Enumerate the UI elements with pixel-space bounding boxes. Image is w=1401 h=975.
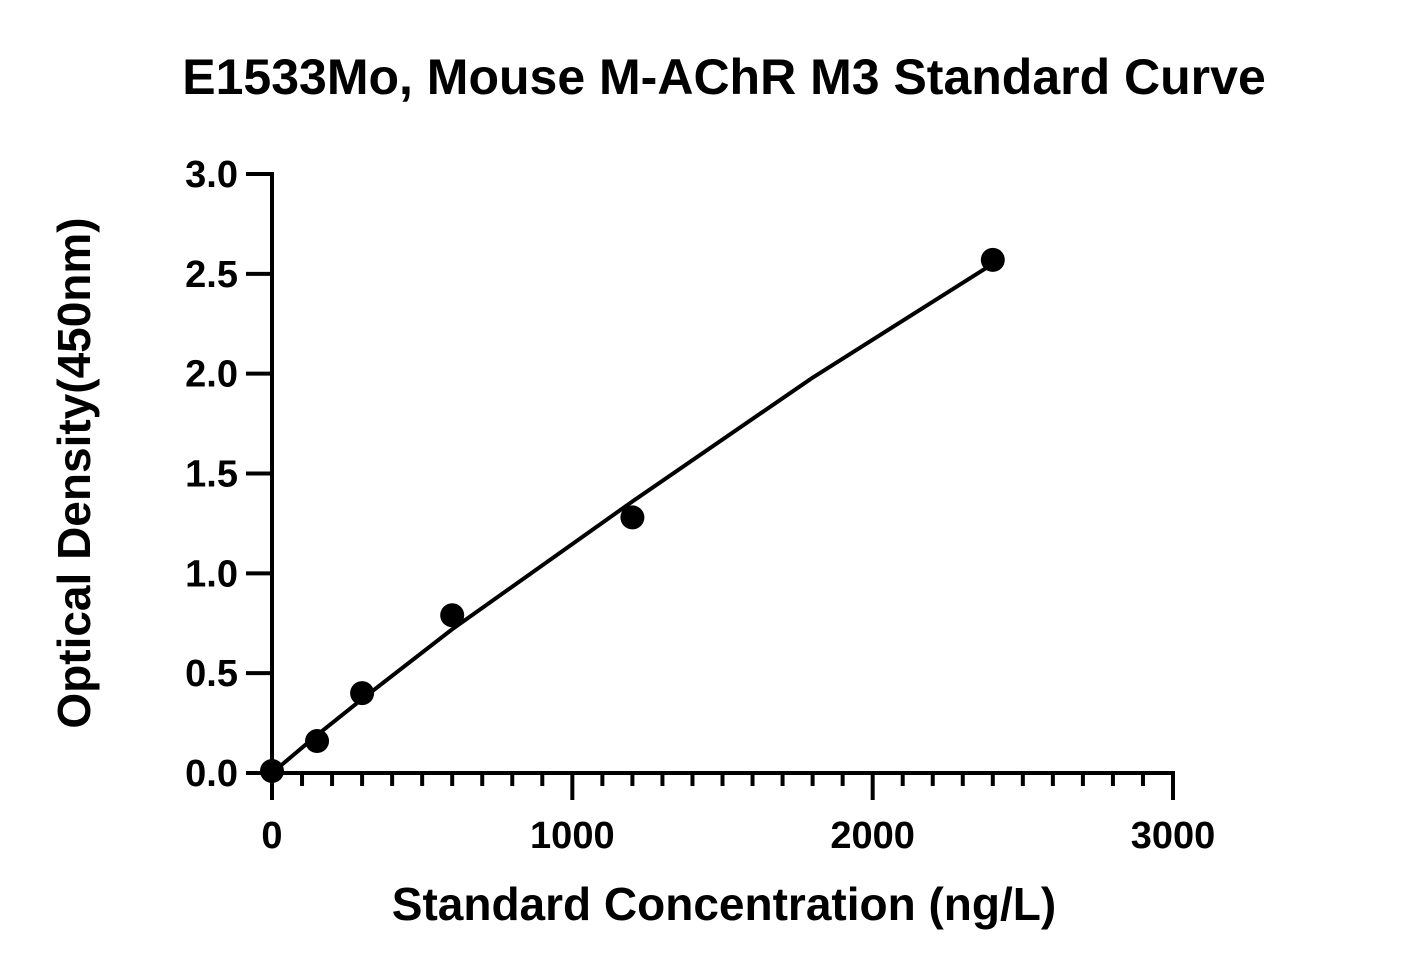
y-tick-label: 1.5 xyxy=(185,454,238,496)
data-point xyxy=(350,681,375,706)
chart-title: E1533Mo, Mouse M-AChR M3 Standard Curve xyxy=(182,49,1266,105)
data-point xyxy=(440,603,465,628)
y-axis-label: Optical Density(450nm) xyxy=(48,217,100,728)
y-tick-label: 1.0 xyxy=(185,553,238,595)
x-tick-label: 2000 xyxy=(830,815,915,857)
x-axis-label: Standard Concentration (ng/L) xyxy=(392,878,1056,930)
y-tick-label: 0.5 xyxy=(185,653,238,695)
plot-area xyxy=(260,247,1005,784)
data-point xyxy=(620,505,645,530)
data-point xyxy=(980,247,1005,272)
y-tick-label: 2.0 xyxy=(185,354,238,396)
x-ticks: 0 1000 2000 3000 xyxy=(261,773,1215,857)
x-axis: 0 1000 2000 3000 xyxy=(261,771,1215,857)
y-tick-label: 2.5 xyxy=(185,254,238,296)
y-tick-label: 3.0 xyxy=(185,154,238,196)
data-point xyxy=(305,729,330,754)
data-point xyxy=(260,759,284,784)
x-tick-label: 0 xyxy=(261,815,282,857)
x-tick-label: 1000 xyxy=(530,815,615,857)
y-ticks: 0.0 0.5 1.0 1.5 2.0 2.5 3.0 xyxy=(185,154,272,795)
y-axis: 0.0 0.5 1.0 1.5 2.0 2.5 3.0 xyxy=(185,154,274,795)
y-tick-label: 0.0 xyxy=(185,753,238,795)
x-tick-label: 3000 xyxy=(1131,815,1216,857)
